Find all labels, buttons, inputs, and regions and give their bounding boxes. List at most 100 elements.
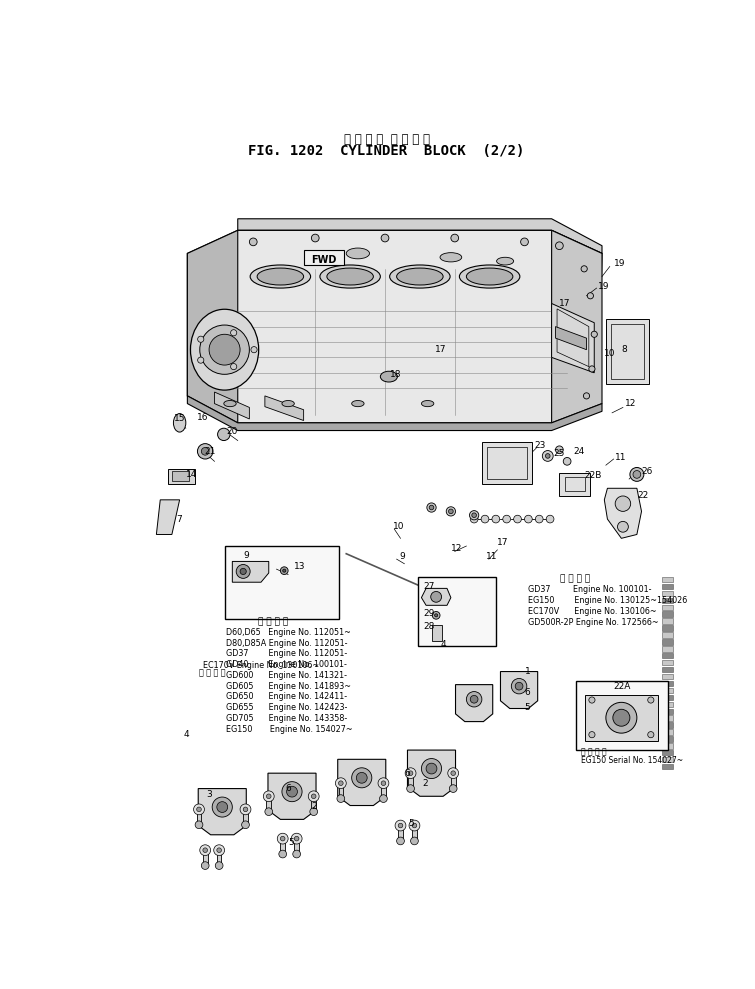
Ellipse shape [320,265,381,288]
Bar [662,639,673,645]
Circle shape [193,804,205,815]
Circle shape [200,325,249,374]
Circle shape [378,777,389,788]
Circle shape [472,513,476,517]
Text: 24: 24 [573,447,584,456]
Circle shape [352,767,371,788]
Text: EG150        Engine No. 130125~154026: EG150 Engine No. 130125~154026 [528,596,688,605]
Ellipse shape [250,265,310,288]
Bar [662,604,673,610]
Circle shape [240,804,251,815]
Text: 適 用 番 号: 適 用 番 号 [199,669,226,677]
Circle shape [356,772,367,783]
Circle shape [236,565,250,579]
Polygon shape [337,760,386,805]
Text: 1: 1 [525,667,530,676]
Bar [311,796,316,812]
Circle shape [195,821,203,829]
Circle shape [481,515,488,523]
Circle shape [242,821,249,829]
Circle shape [280,567,288,575]
Bar [662,577,673,583]
Circle shape [492,515,500,523]
Circle shape [633,471,641,479]
Circle shape [230,329,237,336]
Text: 20: 20 [226,427,238,436]
Bar [662,625,673,631]
Circle shape [310,808,318,816]
Circle shape [277,834,288,844]
Circle shape [198,357,204,363]
Circle shape [282,569,286,573]
Circle shape [381,234,389,242]
Text: EG150       Engine No. 154027~: EG150 Engine No. 154027~ [226,725,353,734]
Text: 9: 9 [243,551,249,560]
Text: GD600      Engine No. 141321-: GD600 Engine No. 141321- [226,671,347,679]
Text: 17: 17 [436,345,447,354]
Circle shape [395,820,406,831]
Ellipse shape [190,310,259,390]
Polygon shape [187,396,602,430]
Text: 23: 23 [535,441,546,450]
Text: EG150 Serial No. 154027~: EG150 Serial No. 154027~ [581,756,683,764]
Bar [304,249,344,265]
Polygon shape [199,788,246,835]
Bar [662,694,673,700]
Polygon shape [501,672,538,708]
Circle shape [405,767,416,778]
Circle shape [200,845,211,855]
Text: 3: 3 [207,790,212,799]
Polygon shape [214,392,249,419]
Circle shape [556,446,563,454]
Circle shape [513,515,522,523]
Bar [172,472,189,481]
Text: 6: 6 [525,687,530,697]
Text: 2: 2 [311,802,317,811]
Text: GD650      Engine No. 142411-: GD650 Engine No. 142411- [226,692,347,701]
Bar [294,839,299,854]
Text: 14: 14 [186,470,197,479]
Bar [662,646,673,652]
Polygon shape [552,304,594,373]
Bar [451,773,455,788]
Polygon shape [268,773,316,819]
Bar [338,783,344,798]
Ellipse shape [282,401,294,406]
Circle shape [396,837,405,845]
Text: 9: 9 [399,552,405,561]
Text: シ リ ン ダ  ブ ロ ッ ク: シ リ ン ダ ブ ロ ッ ク [344,133,430,145]
Circle shape [311,794,316,798]
Circle shape [311,234,319,242]
Text: 27: 27 [424,583,435,591]
Circle shape [470,695,478,703]
Circle shape [240,569,246,575]
Bar [662,618,673,624]
Circle shape [217,428,230,440]
Bar [418,577,496,646]
Circle shape [589,732,595,738]
Bar [662,729,673,735]
Circle shape [251,346,257,353]
Bar [224,546,339,619]
Text: 11: 11 [485,552,498,561]
Circle shape [433,611,440,619]
Circle shape [212,797,233,817]
Bar [662,680,673,686]
Ellipse shape [381,371,397,382]
Circle shape [196,807,202,812]
Circle shape [230,364,237,370]
Bar [408,773,413,788]
Circle shape [545,454,550,458]
Circle shape [293,851,300,857]
Ellipse shape [327,268,374,285]
Bar [662,597,673,603]
Circle shape [280,837,285,841]
Polygon shape [265,396,304,420]
Bar [662,653,673,659]
Text: 10: 10 [604,349,616,358]
Circle shape [589,697,595,703]
Circle shape [615,495,630,511]
Circle shape [243,807,248,812]
Circle shape [411,837,418,845]
Circle shape [282,781,302,802]
